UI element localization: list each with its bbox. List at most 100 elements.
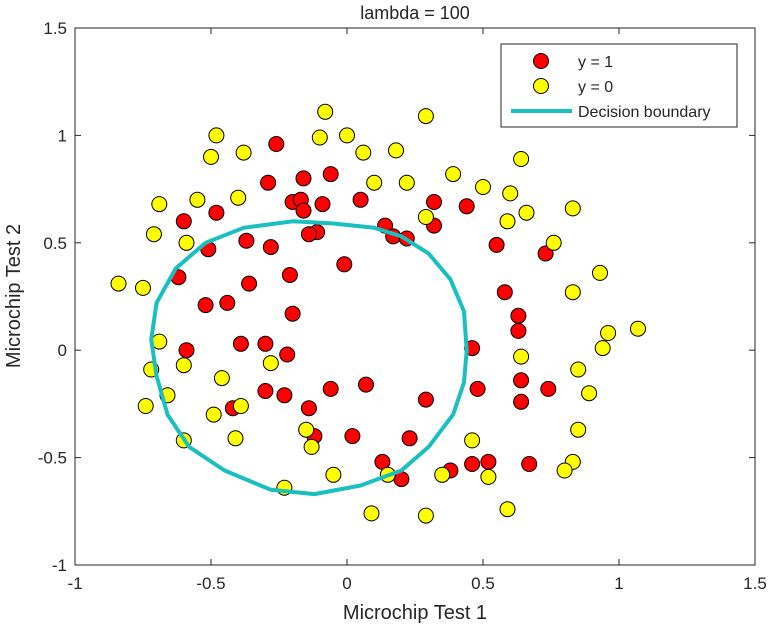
data-point-y1 (197, 297, 214, 314)
data-point-y1 (513, 393, 530, 410)
data-point-y0 (570, 421, 587, 438)
data-point-y0 (417, 108, 434, 125)
data-point-y0 (564, 200, 581, 217)
data-point-y0 (499, 213, 516, 230)
data-point-y0 (235, 144, 252, 161)
data-point-y0 (213, 370, 230, 387)
y-axis-label: Microchip Test 2 (3, 224, 25, 368)
data-point-y0 (581, 385, 598, 402)
data-point-y1 (496, 284, 513, 301)
data-point-y0 (317, 103, 334, 120)
data-point-y0 (556, 462, 573, 479)
y-tick-label: 0 (58, 341, 67, 360)
data-point-y1 (232, 335, 249, 352)
y-tick-label: -1 (52, 556, 67, 575)
data-point-y1 (208, 204, 225, 221)
x-tick-label: 0.5 (471, 574, 495, 593)
data-point-y0 (145, 226, 162, 243)
x-tick-label: -1 (67, 574, 82, 593)
x-axis-label: Microchip Test 1 (343, 602, 487, 624)
data-point-y0 (303, 438, 320, 455)
decision-boundary-line (149, 219, 469, 497)
data-point-y1 (322, 380, 339, 397)
data-point-y1 (241, 275, 258, 292)
data-point-y0 (518, 204, 535, 221)
data-point-y1 (260, 174, 277, 191)
data-point-y1 (513, 372, 530, 389)
y-tick-label: 1.5 (43, 19, 67, 38)
legend-label-y1: y = 1 (578, 54, 613, 71)
data-point-y1 (426, 194, 442, 210)
data-point-y0 (417, 507, 434, 524)
data-point-y1 (344, 428, 361, 445)
data-point-y1 (314, 196, 331, 213)
data-point-y0 (499, 501, 516, 518)
data-point-y0 (151, 196, 168, 213)
data-point-y1 (540, 380, 557, 397)
data-point-y1 (537, 245, 554, 262)
data-point-y0 (445, 166, 462, 183)
legend-label-y0: y = 0 (578, 79, 613, 96)
legend-marker-y0 (533, 78, 549, 94)
data-point-y1 (276, 387, 293, 404)
x-tick-label: 1 (614, 574, 623, 593)
plot-frame (74, 27, 756, 566)
data-point-y0 (208, 127, 225, 144)
chart-title: lambda = 100 (360, 3, 470, 23)
data-point-y0 (189, 191, 206, 208)
data-point-y1 (295, 170, 312, 187)
legend: y = 1 y = 0 Decision boundary (500, 43, 738, 128)
x-tick-label: -0.5 (196, 574, 225, 593)
data-point-y0 (232, 398, 249, 414)
data-point-y0 (388, 142, 404, 159)
data-point-y0 (398, 174, 415, 191)
data-point-y0 (325, 466, 342, 483)
data-point-y1 (417, 391, 434, 408)
data-point-y0 (135, 279, 151, 296)
data-point-y1 (279, 346, 296, 363)
data-point-y0 (355, 144, 372, 161)
data-point-y0 (203, 148, 219, 165)
y-tick-label: 1 (58, 126, 67, 145)
x-tick-label: 1.5 (743, 574, 767, 593)
data-point-y0 (592, 264, 608, 281)
data-point-y1 (300, 400, 317, 417)
legend-marker-y1 (533, 53, 549, 69)
data-point-y1 (401, 430, 418, 447)
data-point-y1 (178, 342, 195, 359)
data-point-y1 (510, 322, 527, 339)
data-layer (110, 103, 646, 524)
data-point-y0 (434, 466, 451, 483)
data-point-y1 (488, 236, 505, 253)
data-point-y1 (257, 335, 274, 352)
y-tick-label: 0.5 (43, 234, 67, 253)
data-point-y1 (521, 456, 538, 472)
data-point-y0 (594, 340, 611, 357)
data-point-y1 (262, 239, 279, 256)
data-point-y0 (311, 129, 328, 146)
data-point-y0 (178, 234, 195, 251)
legend-label-boundary: Decision boundary (578, 104, 711, 121)
data-point-y1 (336, 256, 353, 273)
data-point-y0 (110, 275, 127, 292)
data-point-y1 (238, 232, 255, 249)
data-point-y1 (322, 166, 339, 183)
data-point-y0 (175, 357, 192, 374)
y-tick-label: -0.5 (38, 449, 67, 468)
data-point-y1 (510, 307, 527, 324)
data-point-y0 (480, 468, 497, 485)
data-point-y1 (469, 380, 486, 397)
data-point-y1 (257, 383, 274, 399)
data-point-y1 (219, 294, 236, 311)
data-point-y1 (464, 456, 481, 472)
data-point-y0 (230, 189, 247, 206)
data-point-y1 (295, 202, 312, 219)
data-point-y0 (570, 361, 587, 378)
data-point-y0 (564, 284, 581, 301)
data-point-y0 (339, 127, 355, 144)
data-point-y0 (366, 174, 383, 191)
data-point-y0 (205, 406, 222, 423)
data-point-y1 (300, 226, 317, 243)
data-point-y1 (284, 305, 301, 322)
